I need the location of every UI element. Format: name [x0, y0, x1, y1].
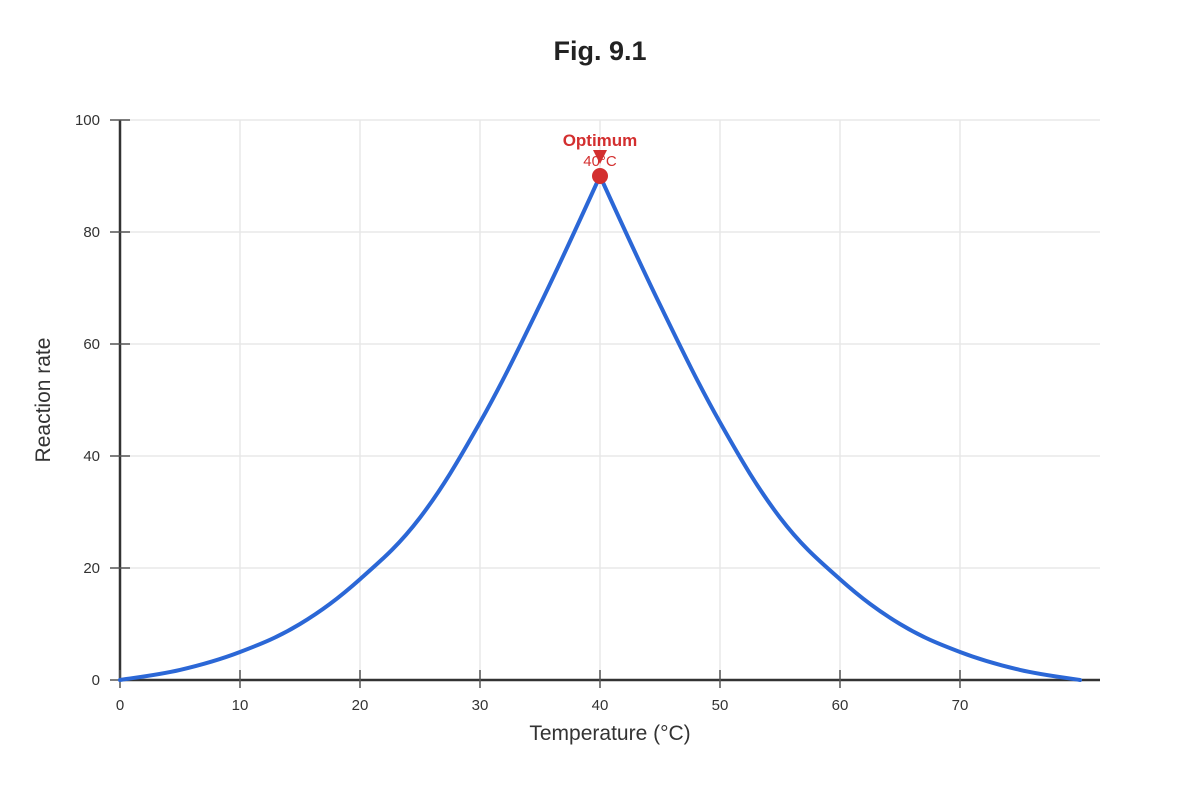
x-tick-label: 0	[116, 697, 124, 714]
y-tick-label: 0	[92, 672, 100, 689]
axes	[118, 120, 1100, 682]
y-tick-label: 60	[83, 336, 100, 353]
x-tick-label: 20	[352, 697, 369, 714]
annotations: Optimum 40°C	[563, 131, 638, 184]
y-tick-label: 80	[83, 224, 100, 241]
x-tick-label: 40	[592, 697, 609, 714]
y-axis-title: Reaction rate	[32, 338, 55, 463]
optimum-temperature-label: 40°C	[583, 153, 617, 170]
x-tick-label: 70	[952, 697, 969, 714]
optimum-point	[592, 168, 608, 184]
chart-title: Fig. 9.1	[553, 36, 646, 66]
x-tick-label: 30	[472, 697, 489, 714]
y-tick-label: 100	[75, 112, 100, 129]
x-axis-title: Temperature (°C)	[529, 722, 690, 745]
x-tick-label: 60	[832, 697, 849, 714]
optimum-marker-icon	[593, 150, 607, 164]
x-tick-label: 10	[232, 697, 249, 714]
optimum-label: Optimum	[563, 131, 638, 150]
x-tick-label: 50	[712, 697, 729, 714]
gridlines	[120, 119, 1100, 680]
y-tick-label: 20	[83, 560, 100, 577]
y-tick-label: 40	[83, 448, 100, 465]
